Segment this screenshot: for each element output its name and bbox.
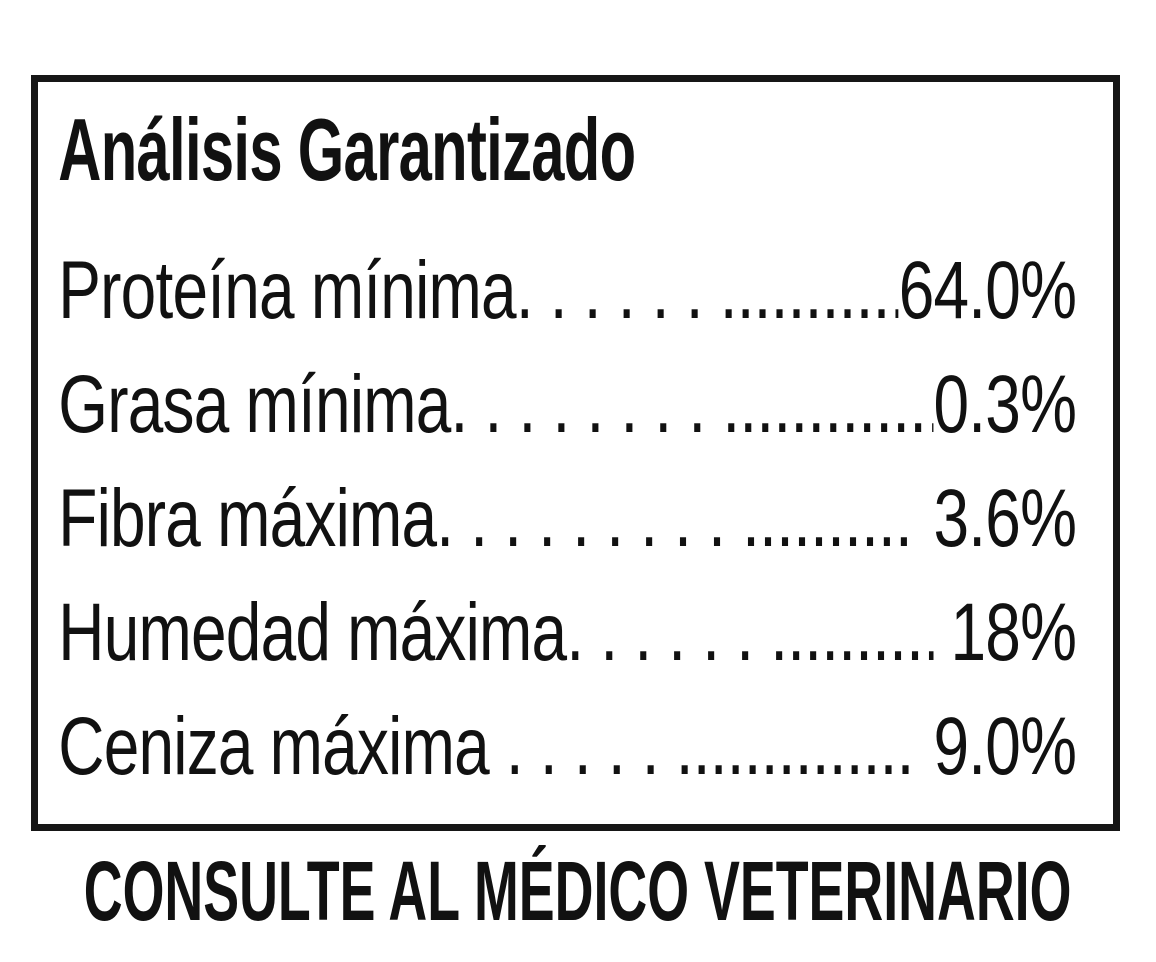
analysis-title: Análisis Garantizado [58, 100, 636, 199]
dot-leader: . . . . . ................ . . . [505, 701, 916, 792]
nutrient-value: 3.6% [933, 473, 1077, 564]
nutrient-value: 18% [950, 587, 1077, 678]
nutrient-name: Fibra máxima [58, 473, 437, 564]
analysis-title-line: Análisis Garantizado [58, 100, 1076, 226]
nutrient-name: Proteína mínima [58, 245, 516, 336]
nutrient-value: 9.0% [933, 701, 1077, 792]
table-row-ash: Ceniza máxima . . . . . ................… [58, 690, 1077, 804]
table-row-fat: Grasa mínima . . . . . . . . ...........… [58, 348, 1077, 462]
table-row-moisture: Humedad máxima . . . . . . .............… [58, 576, 1077, 690]
table-row-protein: Proteína mínima . . . . . . ............… [58, 234, 1077, 348]
veterinary-notice-line: CONSULTE AL MÉDICO VETERINARIO [0, 843, 1156, 939]
guaranteed-analysis-box: Análisis Garantizado Proteína mínima . .… [31, 75, 1120, 831]
nutrient-name: Ceniza máxima [58, 701, 489, 792]
dot-leader: . . . . . . . . . ......................… [436, 473, 916, 564]
table-row-fiber: Fibra máxima . . . . . . . . . .........… [58, 462, 1077, 576]
nutrient-value: 64.0% [898, 245, 1077, 336]
nutrient-name: Grasa mínima [58, 359, 451, 450]
veterinary-notice: CONSULTE AL MÉDICO VETERINARIO [84, 844, 1072, 938]
dot-leader: . . . . . . ............................… [515, 245, 899, 336]
dot-leader: . . . . . . . . ........................… [450, 359, 934, 450]
analysis-content: Análisis Garantizado Proteína mínima . .… [38, 82, 1113, 804]
nutrient-name: Humedad máxima [58, 587, 567, 678]
nutrient-rows: Proteína mínima . . . . . . ............… [58, 234, 1077, 804]
dot-leader: . . . . . . ............................… [566, 587, 933, 678]
nutrient-value: 0.3% [933, 359, 1077, 450]
